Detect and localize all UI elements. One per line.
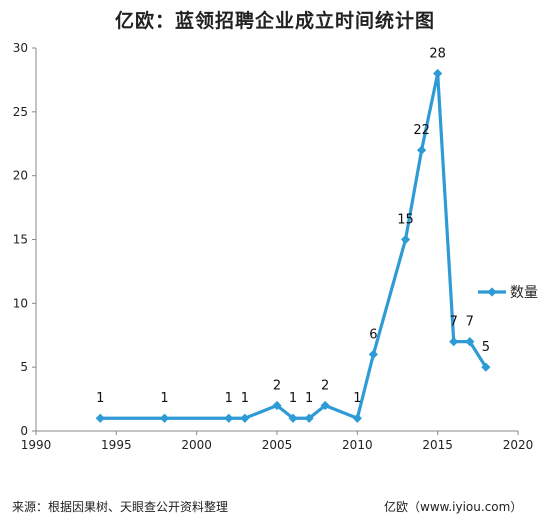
data-point-marker bbox=[481, 362, 491, 372]
x-tick-label: 2010 bbox=[342, 438, 373, 452]
data-label: 7 bbox=[466, 315, 474, 330]
legend-marker bbox=[487, 287, 497, 297]
data-label: 1 bbox=[225, 391, 233, 406]
data-point-marker bbox=[433, 68, 443, 79]
data-point-marker bbox=[352, 413, 362, 423]
data-point-marker bbox=[240, 413, 250, 423]
y-tick-label: 30 bbox=[13, 41, 28, 55]
series-layer bbox=[95, 68, 491, 423]
data-label: 1 bbox=[160, 391, 168, 406]
data-point-marker bbox=[304, 413, 314, 423]
data-label: 1 bbox=[353, 391, 361, 406]
source-note: 来源：根据因果树、天眼查公开资料整理 bbox=[12, 500, 229, 514]
x-tick-label: 2000 bbox=[181, 438, 212, 452]
data-label: 1 bbox=[241, 391, 249, 406]
y-tick-label: 10 bbox=[13, 296, 28, 310]
data-point-marker bbox=[417, 145, 427, 155]
legend-label: 数量 bbox=[510, 285, 538, 301]
x-tick-label: 1995 bbox=[101, 438, 132, 452]
data-label: 1 bbox=[96, 391, 104, 406]
data-point-marker bbox=[272, 400, 282, 411]
data-label: 15 bbox=[397, 213, 414, 228]
data-point-marker bbox=[288, 413, 298, 423]
y-tick-label: 0 bbox=[20, 424, 28, 438]
y-tick-label: 20 bbox=[13, 169, 28, 183]
series-line bbox=[100, 71, 488, 420]
x-tick-label: 2005 bbox=[262, 438, 293, 452]
y-tick-label: 25 bbox=[13, 105, 28, 119]
data-point-marker bbox=[400, 234, 411, 245]
chart-title: 亿欧：蓝领招聘企业成立时间统计图 bbox=[114, 10, 435, 32]
x-tick-label: 2015 bbox=[422, 438, 453, 452]
data-label: 2 bbox=[321, 378, 329, 393]
data-label: 7 bbox=[450, 315, 458, 330]
data-label: 1 bbox=[289, 391, 297, 406]
data-point-marker bbox=[159, 413, 170, 423]
data-point-marker bbox=[95, 413, 105, 423]
data-label: 5 bbox=[482, 340, 490, 355]
data-label: 28 bbox=[429, 47, 446, 62]
legend: 数量 bbox=[478, 285, 538, 301]
x-tick-label: 1990 bbox=[21, 438, 52, 452]
data-point-marker bbox=[320, 400, 330, 411]
data-point-marker bbox=[465, 337, 475, 347]
y-tick-label: 15 bbox=[13, 233, 28, 247]
data-label: 22 bbox=[413, 123, 430, 138]
data-label: 2 bbox=[273, 378, 281, 393]
x-tick-label: 2020 bbox=[503, 438, 534, 452]
brand-note: 亿欧（www.iyiou.com） bbox=[384, 500, 523, 514]
y-tick-label: 5 bbox=[20, 360, 28, 374]
data-label: 1 bbox=[305, 391, 313, 406]
data-point-marker bbox=[224, 413, 234, 423]
data-point-marker bbox=[449, 337, 459, 347]
data-label: 6 bbox=[369, 327, 377, 342]
data-point-marker bbox=[368, 349, 378, 359]
